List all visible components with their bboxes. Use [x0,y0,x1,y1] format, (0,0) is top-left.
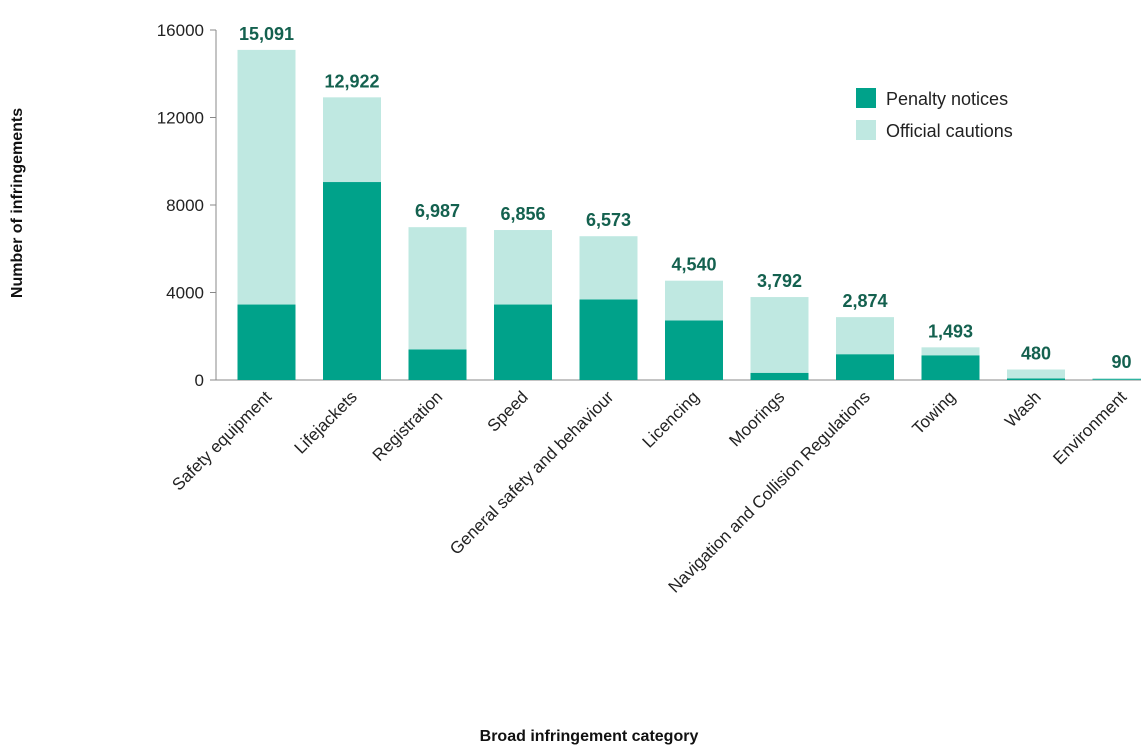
x-tick-label: Lifejackets [291,387,361,457]
bar-official-cautions [1092,378,1141,380]
legend: Penalty notices Official cautions [856,88,1013,141]
y-axis-ticks: 0 4000 8000 12000 16000 [157,21,216,390]
x-tick-label: Environment [1049,387,1130,468]
x-tick-label: Moorings [725,387,788,450]
bar-official-cautions [579,236,638,300]
y-tick-label: 0 [195,371,204,390]
y-axis-title: Number of infringements [9,108,26,298]
bar-total-label: 1,493 [928,321,973,341]
bar-penalty-notices [408,349,467,380]
bar-total-label: 480 [1021,344,1051,364]
x-tick-label: Registration [369,387,447,465]
bar-total-label: 2,874 [842,291,887,311]
bar-total-label: 4,540 [671,255,716,275]
category-labels: Safety equipment Lifejackets Registration S… [168,387,1130,596]
bar-total-label: 3,792 [757,271,802,291]
bars [237,49,1141,380]
bar-penalty-notices [323,182,381,380]
total-labels: 15,091 12,922 6,987 6,856 6,573 4,540 3,792 2,8… [239,24,1132,372]
bar-total-label: 15,091 [239,24,294,44]
bar-official-cautions [323,97,381,183]
x-tick-label: Licencing [639,387,703,451]
bar-penalty-notices [836,354,894,380]
bar-total-label: 90 [1111,352,1131,372]
bar-penalty-notices [237,304,296,380]
bar-official-cautions [1007,369,1065,379]
x-tick-label: General safety and behaviour [446,387,617,558]
y-tick-label: 16000 [157,21,204,40]
bar-penalty-notices [1007,378,1065,380]
y-tick-label: 12000 [157,109,204,128]
y-tick-label: 8000 [166,196,204,215]
legend-label-penalty-notices: Penalty notices [886,89,1008,109]
bar-official-cautions [921,347,980,356]
legend-swatch-official-cautions [856,120,876,140]
bar-penalty-notices [1092,379,1141,380]
x-tick-label: Speed [484,387,532,435]
y-tick-label: 4000 [166,284,204,303]
x-axis-title: Broad infringement category [480,728,699,745]
bar-penalty-notices [665,320,723,380]
bar-official-cautions [665,280,723,321]
bar-penalty-notices [750,372,809,380]
bar-total-label: 6,856 [500,204,545,224]
bar-penalty-notices [921,355,980,380]
bar-total-label: 12,922 [324,71,379,91]
bar-official-cautions [408,227,467,350]
bar-official-cautions [836,317,894,355]
x-tick-label: Safety equipment [168,387,275,494]
bar-official-cautions [750,297,809,373]
x-tick-label: Wash [1001,387,1045,431]
legend-swatch-penalty-notices [856,88,876,108]
bar-penalty-notices [494,304,552,380]
bar-total-label: 6,987 [415,201,460,221]
legend-label-official-cautions: Official cautions [886,121,1013,141]
bar-official-cautions [494,230,552,305]
bar-total-label: 6,573 [586,210,631,230]
x-tick-label: Towing [908,387,959,438]
bar-official-cautions [237,49,296,305]
bar-penalty-notices [579,299,638,380]
